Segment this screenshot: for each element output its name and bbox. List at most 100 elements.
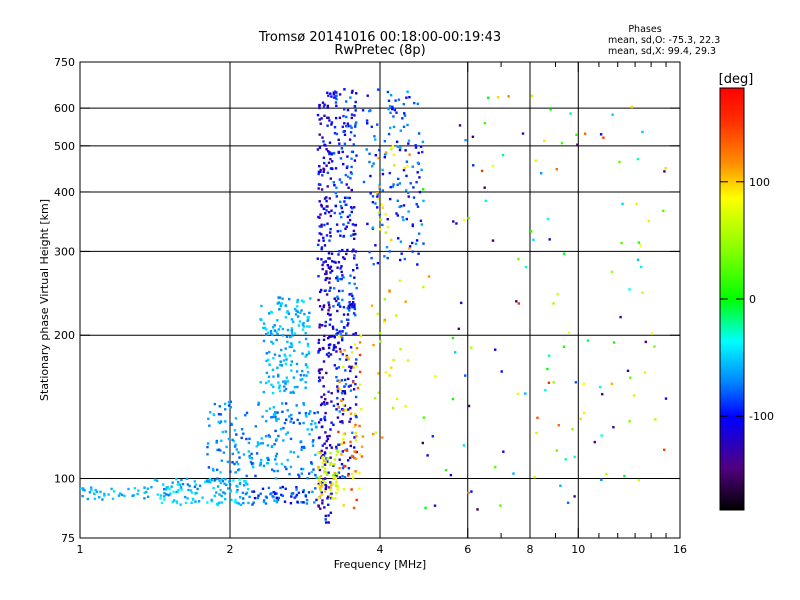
data-point [314, 487, 317, 490]
data-point [349, 406, 352, 410]
data-point [266, 331, 270, 334]
data-point [354, 431, 358, 435]
data-point [173, 499, 176, 502]
data-point [346, 165, 349, 168]
data-point [421, 188, 425, 191]
data-point [342, 306, 346, 309]
data-point [358, 341, 362, 344]
data-point [396, 199, 399, 202]
data-point [620, 241, 623, 245]
data-point [233, 462, 236, 466]
data-point [491, 239, 495, 242]
data-point [274, 455, 278, 458]
data-point [286, 340, 289, 344]
data-point [358, 471, 361, 475]
data-point [328, 289, 331, 292]
data-point [619, 315, 622, 319]
data-point [287, 312, 291, 315]
data-point [252, 490, 256, 493]
data-point [322, 401, 326, 404]
data-point [240, 436, 243, 440]
data-point [275, 501, 279, 504]
data-point [331, 160, 334, 163]
data-point [406, 90, 409, 93]
data-point [338, 380, 341, 383]
data-point [213, 402, 216, 406]
data-point [318, 104, 321, 107]
data-point [143, 486, 146, 489]
data-point [350, 454, 354, 458]
data-point [127, 487, 130, 491]
data-point [418, 176, 421, 179]
data-point [411, 223, 414, 226]
data-point [332, 346, 336, 349]
data-point [261, 487, 265, 490]
data-point [264, 435, 268, 438]
data-point [344, 408, 348, 411]
data-point [321, 499, 324, 502]
data-point [417, 132, 421, 135]
data-point [351, 250, 354, 253]
data-point [662, 209, 665, 213]
data-point [355, 286, 358, 290]
data-point [331, 167, 334, 171]
data-point [350, 165, 353, 169]
data-point [636, 157, 640, 161]
data-point [664, 397, 668, 400]
data-point [316, 411, 319, 414]
data-point [420, 223, 424, 226]
data-point [295, 488, 298, 491]
data-point [341, 248, 344, 252]
data-point [599, 133, 603, 136]
data-point [302, 300, 305, 303]
data-point [320, 484, 323, 488]
data-point [335, 104, 338, 107]
data-point [329, 177, 332, 180]
data-point [262, 499, 266, 502]
data-point [321, 456, 324, 460]
data-point [339, 388, 342, 391]
data-point [349, 131, 353, 134]
data-point [302, 403, 306, 407]
data-point [293, 386, 297, 389]
data-point [159, 497, 162, 500]
data-point [179, 486, 183, 489]
data-point [320, 223, 323, 226]
data-point [221, 430, 224, 434]
data-point [319, 403, 323, 407]
data-point [276, 499, 279, 502]
data-point [155, 479, 159, 482]
x-tick-label: 10 [571, 543, 585, 556]
data-point [371, 195, 375, 198]
data-point [339, 157, 343, 160]
data-point [327, 309, 330, 312]
data-point [602, 136, 605, 139]
data-point [332, 93, 336, 96]
data-point [354, 423, 357, 427]
data-point [335, 195, 338, 198]
data-point [515, 300, 518, 303]
data-point [352, 366, 355, 369]
data-point [347, 357, 351, 361]
data-point [311, 440, 314, 444]
data-point [350, 157, 353, 160]
data-point [234, 498, 237, 502]
data-point [422, 416, 426, 419]
data-point [325, 196, 328, 199]
data-point [405, 160, 409, 163]
data-point [330, 209, 333, 212]
data-point [248, 495, 251, 499]
data-point [392, 153, 396, 156]
data-point [277, 434, 280, 438]
data-point [354, 438, 358, 442]
data-point [216, 477, 219, 480]
data-point [289, 502, 293, 505]
data-point [397, 98, 401, 101]
data-point [271, 342, 275, 345]
data-point [250, 452, 253, 456]
data-point [368, 250, 371, 254]
data-point [191, 497, 195, 501]
data-point [237, 451, 240, 454]
data-point [216, 503, 220, 507]
data-point [536, 416, 539, 419]
